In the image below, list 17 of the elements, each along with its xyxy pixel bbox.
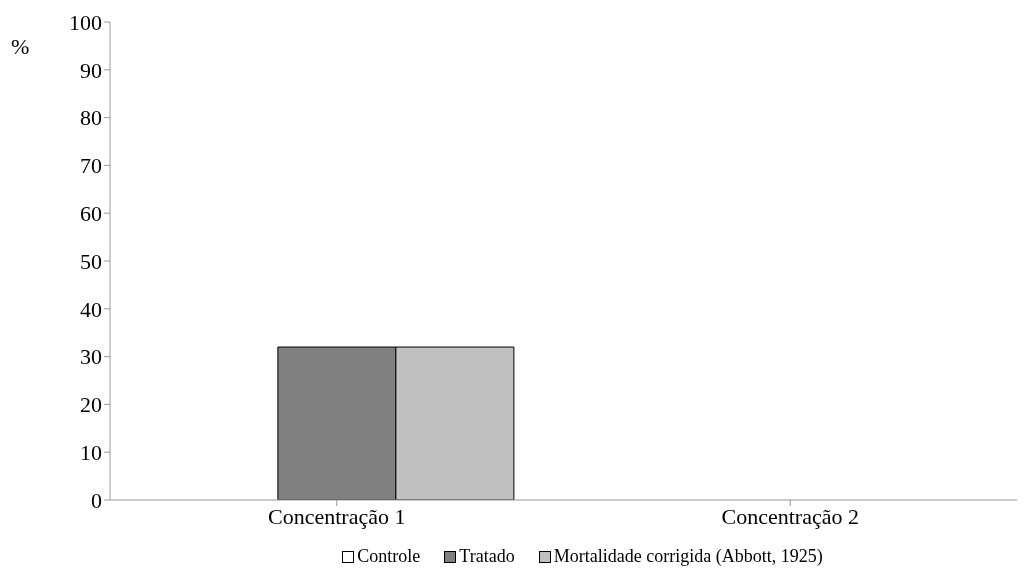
x-tick-label: Concentração 1 bbox=[268, 503, 406, 529]
y-tick-label: 50 bbox=[80, 248, 102, 274]
y-tick-label: 90 bbox=[80, 57, 102, 83]
y-tick-label: 60 bbox=[80, 201, 102, 227]
y-tick-label: 40 bbox=[80, 296, 102, 322]
legend-label: Mortalidade corrigida (Abbott, 1925) bbox=[553, 546, 823, 567]
y-tick-label: 0 bbox=[91, 487, 102, 513]
y-tick-label: 70 bbox=[80, 153, 102, 179]
legend-label: Tratado bbox=[459, 546, 515, 567]
y-tick-label: 100 bbox=[69, 9, 102, 35]
y-tick-label: 80 bbox=[80, 105, 102, 131]
y-tick-label: 20 bbox=[80, 392, 102, 418]
y-axis-title: % bbox=[11, 34, 30, 60]
y-tick-label: 30 bbox=[80, 344, 102, 370]
y-tick-label: 10 bbox=[80, 440, 102, 466]
legend-label: Controle bbox=[357, 546, 421, 567]
x-tick-label: Concentração 2 bbox=[721, 503, 859, 529]
